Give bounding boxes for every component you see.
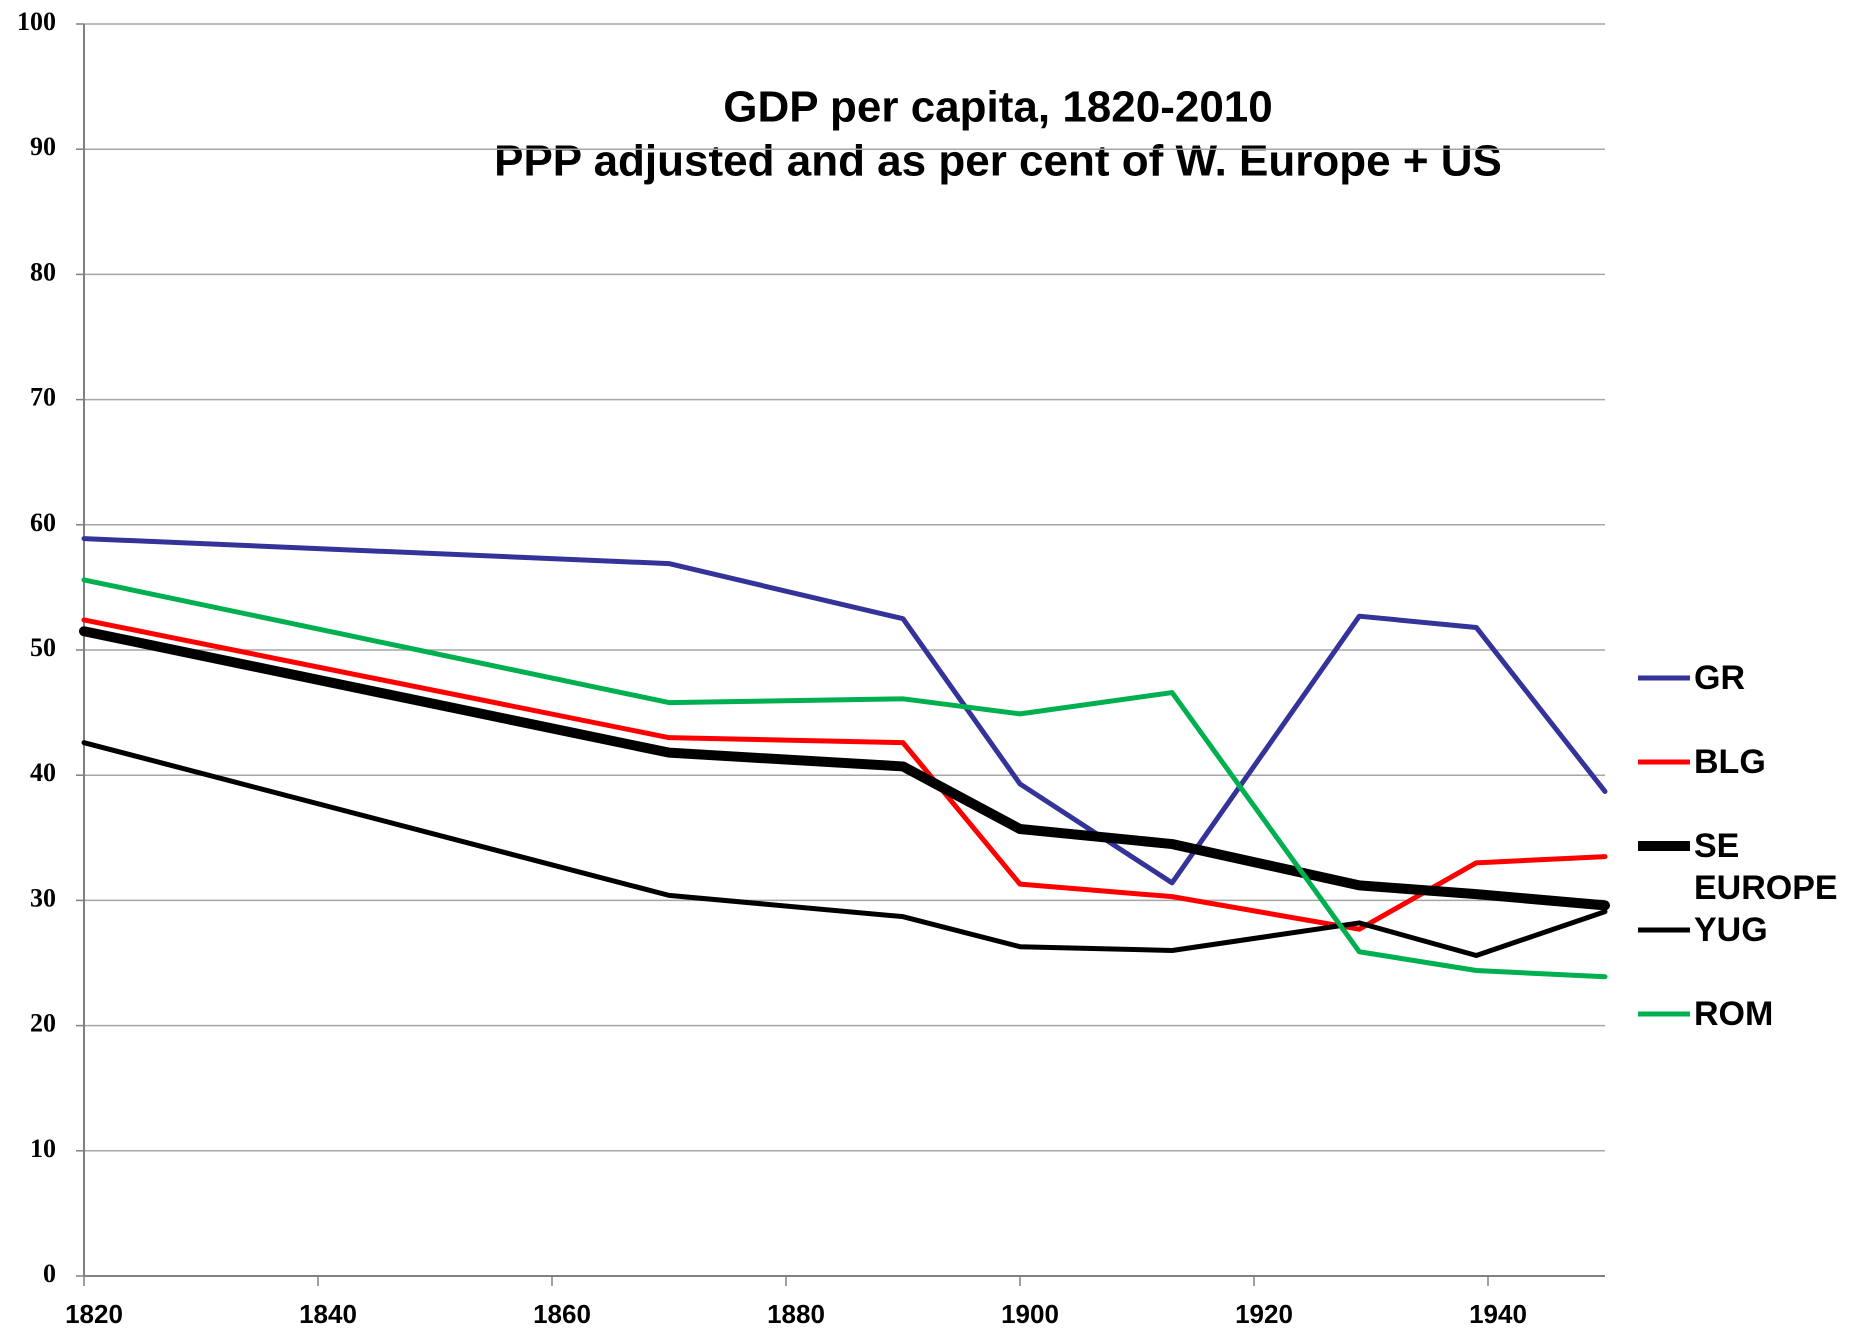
chart-title: GDP per capita, 1820-2010 <box>723 83 1273 132</box>
y-tick-label: 50 <box>30 633 56 662</box>
x-tick-label: 1860 <box>533 1299 591 1329</box>
y-tick-label: 100 <box>17 7 56 36</box>
legend-label: ROM <box>1694 995 1774 1033</box>
series-line <box>79 626 1610 911</box>
series-line <box>81 617 1608 932</box>
y-tick-label: 80 <box>30 257 56 286</box>
legend-label: BLG <box>1694 743 1766 781</box>
x-tick-label: 1880 <box>767 1299 825 1329</box>
y-tick-label: 90 <box>30 132 56 161</box>
legend-label: YUG <box>1694 911 1768 949</box>
series-line <box>81 536 1608 886</box>
series-line <box>81 577 1608 980</box>
legend-label: SE EUROPE <box>1694 827 1838 907</box>
y-tick-label: 0 <box>43 1259 56 1288</box>
y-tick-label: 30 <box>30 883 56 912</box>
x-tick-label: 1920 <box>1235 1299 1293 1329</box>
x-tick-label: 1820 <box>65 1299 123 1329</box>
y-tick-label: 10 <box>30 1134 56 1163</box>
x-tick-label: 1940 <box>1469 1299 1527 1329</box>
legend-label: GR <box>1694 659 1745 697</box>
y-tick-label: 40 <box>30 758 56 787</box>
series-line <box>81 740 1608 958</box>
y-tick-label: 70 <box>30 383 56 412</box>
y-tick-label: 20 <box>30 1009 56 1038</box>
x-tick-label: 1900 <box>1001 1299 1059 1329</box>
chart-subtitle: PPP adjusted and as per cent of W. Europ… <box>494 137 1502 186</box>
x-tick-label: 1840 <box>299 1299 357 1329</box>
y-tick-label: 60 <box>30 508 56 537</box>
